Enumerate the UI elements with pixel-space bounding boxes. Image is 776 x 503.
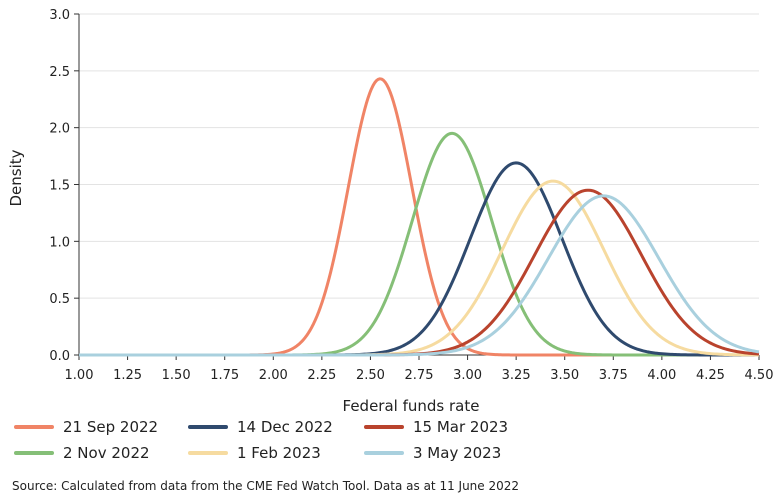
series-line-14-dec-2022 bbox=[79, 161, 759, 357]
legend-item: 15 Mar 2023 bbox=[364, 418, 508, 436]
y-tick-label: 3.0 bbox=[49, 8, 70, 23]
y-tick-label: 2.0 bbox=[49, 122, 70, 137]
legend-label: 21 Sep 2022 bbox=[63, 418, 159, 436]
x-tick-label: 4.00 bbox=[647, 368, 676, 383]
legend-label: 3 May 2023 bbox=[413, 444, 502, 462]
y-axis-label: Density bbox=[7, 149, 25, 206]
legend-swatch bbox=[364, 425, 404, 429]
legend-item: 21 Sep 2022 bbox=[14, 418, 158, 436]
legend-item: 3 May 2023 bbox=[364, 444, 501, 462]
y-tick-label: 0.5 bbox=[49, 292, 70, 307]
legend-label: 14 Dec 2022 bbox=[237, 418, 333, 436]
legend-swatch bbox=[188, 451, 228, 455]
x-tick-label: 2.50 bbox=[356, 368, 385, 383]
x-tick-label: 3.50 bbox=[550, 368, 579, 383]
legend-item: 2 Nov 2022 bbox=[14, 444, 150, 462]
y-tick-label: 2.5 bbox=[49, 65, 70, 80]
chart: 0.0 0.5 1.0 1.5 2.0 2.5 3.0 1.00 1.25 1.50 1.75 2.… bbox=[7, 8, 774, 415]
y-tick-label: 1.0 bbox=[49, 235, 70, 250]
series-line-15-mar-2023 bbox=[79, 188, 760, 357]
x-tick-label: 3.25 bbox=[502, 368, 531, 383]
legend-item: 1 Feb 2023 bbox=[188, 444, 321, 462]
legend-item: 14 Dec 2022 bbox=[188, 418, 333, 436]
x-tick-label: 1.25 bbox=[113, 368, 142, 383]
legend-label: 1 Feb 2023 bbox=[237, 444, 321, 462]
source-note: Source: Calculated from data from the CM… bbox=[12, 479, 520, 493]
x-tick-label: 3.00 bbox=[453, 368, 482, 383]
x-tick-label: 1.50 bbox=[162, 368, 191, 383]
series-line-21-sep-2022 bbox=[79, 77, 759, 357]
series-lines bbox=[79, 77, 760, 357]
legend-label: 15 Mar 2023 bbox=[413, 418, 509, 436]
gridlines bbox=[79, 13, 759, 299]
x-tick-label: 2.00 bbox=[259, 368, 288, 383]
legend-label: 2 Nov 2022 bbox=[63, 444, 150, 462]
legend-swatch bbox=[364, 451, 404, 455]
x-tick-label: 1.00 bbox=[65, 368, 94, 383]
legend-swatch bbox=[14, 451, 54, 455]
x-axis: 1.00 1.25 1.50 1.75 2.00 2.25 2.50 2.75 3.00 3.25… bbox=[65, 354, 774, 383]
x-tick-label: 3.75 bbox=[599, 368, 628, 383]
x-tick-label: 1.75 bbox=[210, 368, 239, 383]
x-tick-label: 2.75 bbox=[405, 368, 434, 383]
series-line-2-nov-2022 bbox=[79, 131, 759, 357]
series-line-1-feb-2023 bbox=[79, 179, 760, 357]
legend-swatch bbox=[14, 425, 54, 429]
series-line-3-may-2023 bbox=[79, 194, 760, 357]
y-tick-label: 0.0 bbox=[49, 349, 70, 364]
x-axis-label: Federal funds rate bbox=[343, 397, 480, 415]
y-axis: 0.0 0.5 1.0 1.5 2.0 2.5 3.0 bbox=[49, 8, 80, 364]
legend-swatch bbox=[188, 425, 228, 429]
y-tick-label: 1.5 bbox=[49, 179, 70, 194]
x-tick-label: 4.50 bbox=[745, 368, 774, 383]
x-tick-label: 4.25 bbox=[696, 368, 725, 383]
x-tick-label: 2.25 bbox=[307, 368, 336, 383]
